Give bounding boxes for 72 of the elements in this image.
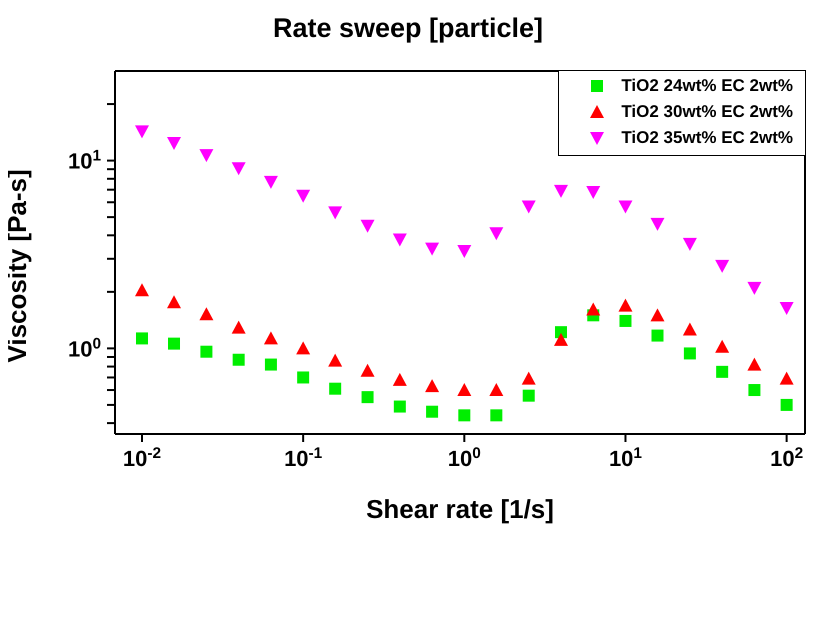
point: [458, 409, 470, 422]
point: [650, 218, 664, 231]
x-tick-label: 10$^{-2}$: [122, 444, 162, 471]
point: [554, 184, 568, 198]
point: [682, 322, 697, 336]
point: [264, 176, 278, 189]
point: [360, 364, 375, 377]
point: [232, 162, 246, 176]
point: [426, 406, 438, 418]
x-axis-title: Shear rate [1/s]: [366, 494, 554, 524]
point: [747, 358, 762, 371]
point: [554, 332, 568, 346]
point: [780, 302, 794, 316]
point: [297, 371, 310, 384]
point: [618, 200, 632, 214]
point: [684, 347, 696, 360]
point: [425, 242, 440, 256]
point: [522, 200, 536, 214]
point: [392, 234, 407, 247]
point: [716, 366, 728, 378]
point: [715, 340, 730, 353]
point: [522, 372, 536, 385]
point: [199, 149, 214, 162]
point: [780, 398, 793, 411]
point: [457, 245, 472, 258]
point: [682, 238, 697, 251]
point: [586, 302, 600, 316]
point: [329, 382, 342, 395]
point: [168, 338, 180, 350]
point: [134, 283, 149, 296]
legend-label: TiO2 35wt% EC 2wt%: [621, 128, 793, 148]
point: [200, 346, 212, 358]
point: [394, 400, 406, 413]
point: [618, 298, 632, 312]
point: [296, 190, 310, 203]
point: [134, 125, 149, 138]
point: [232, 320, 246, 334]
point: [360, 220, 375, 233]
point: [780, 372, 794, 385]
point: [392, 372, 407, 386]
legend-label: TiO2 24wt% EC 2wt%: [621, 76, 793, 96]
x-tick-label: 10$^{-1}$: [284, 444, 323, 471]
point: [362, 391, 374, 404]
point: [748, 384, 760, 396]
point: [199, 307, 214, 320]
point: [167, 137, 182, 150]
point: [490, 409, 502, 422]
point: [651, 330, 664, 342]
point: [425, 379, 440, 392]
point: [264, 331, 278, 344]
point: [328, 206, 342, 220]
point: [586, 186, 600, 200]
point: [296, 341, 310, 354]
point: [457, 383, 472, 396]
legend-label: TiO2 30wt% EC 2wt%: [621, 102, 793, 122]
point: [650, 308, 664, 322]
point: [136, 332, 148, 344]
point: [522, 390, 535, 402]
point: [167, 295, 182, 308]
point: [554, 326, 567, 338]
point: [232, 354, 245, 366]
x-tick-label: 10$^{1}$: [608, 444, 642, 471]
x-tick-label: 10$^{0}$: [448, 444, 481, 471]
chart-title: Rate sweep [particle]: [272, 12, 544, 45]
point: [264, 358, 277, 371]
point: [489, 383, 504, 396]
point: [715, 260, 730, 273]
point: [328, 354, 342, 367]
x-tick-label: 10$^{2}$: [770, 444, 804, 471]
point: [747, 282, 762, 295]
point: [619, 314, 632, 327]
point: [489, 227, 504, 240]
